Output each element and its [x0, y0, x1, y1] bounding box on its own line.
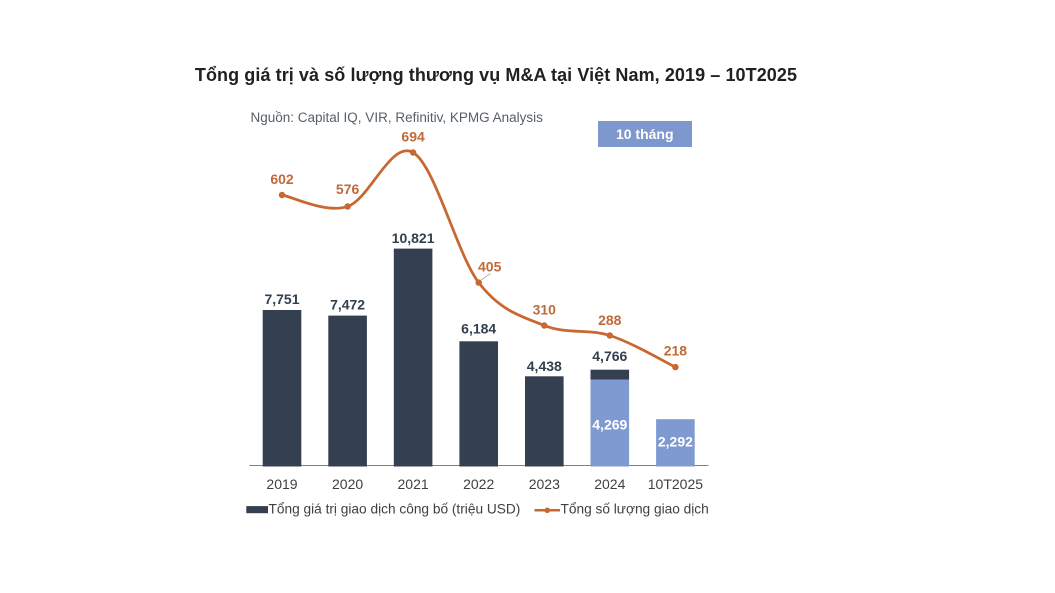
svg-text:7,751: 7,751 [264, 291, 299, 307]
svg-text:2019: 2019 [266, 476, 297, 492]
svg-text:310: 310 [533, 302, 557, 318]
svg-text:218: 218 [664, 343, 688, 359]
svg-text:4,269: 4,269 [592, 416, 627, 432]
svg-text:Tổng giá trị giao dịch công bố: Tổng giá trị giao dịch công bố (triệu US… [269, 502, 521, 517]
svg-text:10T2025: 10T2025 [648, 476, 703, 492]
svg-text:7,472: 7,472 [330, 297, 365, 313]
svg-text:405: 405 [478, 258, 502, 274]
svg-text:2021: 2021 [398, 476, 429, 492]
svg-text:10,821: 10,821 [392, 230, 435, 246]
svg-text:2023: 2023 [529, 476, 560, 492]
svg-text:Tổng số lượng giao dịch: Tổng số lượng giao dịch [561, 502, 709, 517]
svg-text:4,766: 4,766 [592, 348, 627, 364]
svg-text:6,184: 6,184 [461, 320, 496, 336]
svg-text:2,292: 2,292 [658, 433, 693, 449]
svg-text:694: 694 [401, 129, 425, 145]
svg-text:2022: 2022 [463, 476, 494, 492]
svg-text:2024: 2024 [594, 476, 625, 492]
svg-text:2020: 2020 [332, 476, 363, 492]
svg-text:576: 576 [336, 181, 360, 197]
svg-text:4,438: 4,438 [527, 358, 562, 374]
svg-text:602: 602 [270, 171, 294, 187]
svg-text:288: 288 [598, 312, 622, 328]
